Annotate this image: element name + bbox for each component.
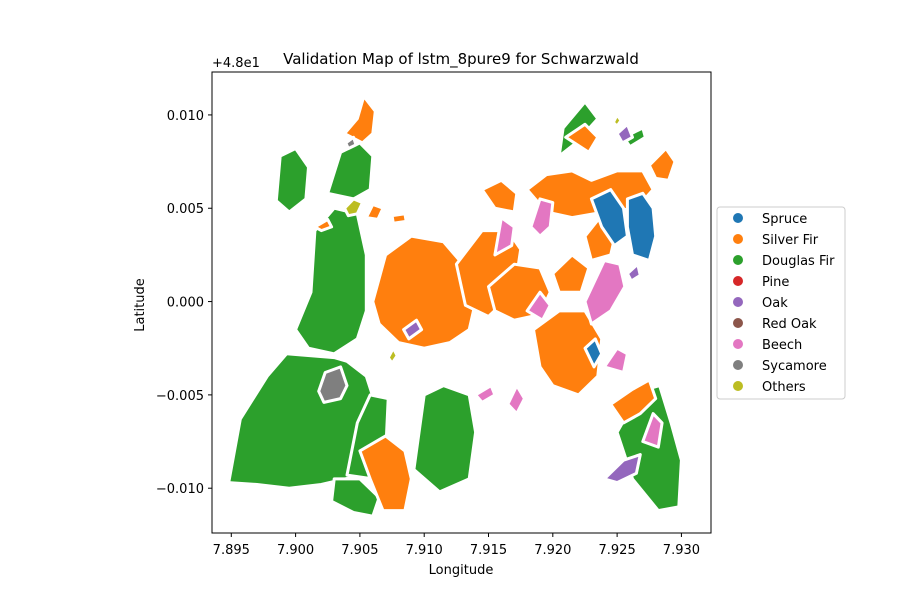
legend-marker-douglas-fir (733, 255, 743, 265)
parcel-silver-fir (551, 253, 591, 294)
parcel-silver-fir (364, 203, 385, 221)
parcel-beech (493, 216, 516, 257)
parcel-beech (525, 290, 552, 322)
legend-marker-sycamore (733, 360, 743, 370)
plot-area (211, 71, 712, 534)
parcel-douglas-fir (412, 384, 478, 494)
parcel-sycamore (344, 135, 358, 150)
parcel-beech (583, 259, 627, 326)
y-tick-label: 0.000 (167, 296, 204, 311)
parcel-beech (474, 384, 497, 404)
y-tick-label: −0.010 (156, 482, 204, 497)
parcel-spruce (583, 337, 604, 369)
x-tick-label: 7.920 (534, 543, 571, 558)
y-tick-label: 0.005 (167, 202, 204, 217)
x-axis-ticks: 7.895 7.900 7.905 7.910 7.915 7.920 7.925 7.930 (213, 533, 700, 558)
y-tick-label: 0.010 (167, 109, 204, 124)
x-axis-label: Longitude (429, 563, 494, 578)
legend-label-sycamore: Sycamore (762, 359, 827, 374)
legend-marker-others (733, 381, 743, 391)
x-tick-label: 7.910 (406, 543, 443, 558)
x-tick-label: 7.905 (341, 543, 378, 558)
y-axis-ticks: −0.010 −0.005 0.000 0.005 0.010 (156, 109, 212, 497)
x-tick-label: 7.900 (277, 543, 314, 558)
y-offset-label: +4.8e1 (212, 56, 260, 71)
parcel-silver-fir (313, 217, 334, 233)
parcel-douglas-fir (294, 206, 368, 356)
parcel-spruce (589, 188, 629, 248)
parcel-oak (615, 122, 634, 145)
parcel-others (611, 113, 623, 128)
parcel-beech (506, 384, 526, 416)
x-tick-label: 7.930 (663, 543, 700, 558)
x-tick-label: 7.895 (213, 543, 250, 558)
parcel-beech (602, 346, 629, 374)
parcel-silver-fir (532, 309, 604, 397)
parcel-silver-fir (609, 378, 658, 425)
y-tick-label: −0.005 (156, 389, 204, 404)
legend-marker-beech (733, 339, 743, 349)
legend-label-silver-fir: Silver Fir (762, 233, 819, 248)
parcel-beech (529, 197, 555, 238)
parcel-silver-fir (371, 234, 478, 350)
parcel-spruce (625, 191, 658, 262)
forest-parcels (227, 94, 683, 518)
parcel-douglas-fir (330, 477, 381, 518)
legend-box (716, 206, 846, 400)
legend-marker-oak (733, 297, 743, 307)
legend-label-red-oak: Red Oak (762, 317, 817, 332)
parcel-others (386, 346, 399, 365)
parcel-oak (402, 318, 424, 341)
parcel-silver-fir (647, 147, 677, 182)
parcel-silver-fir (390, 212, 408, 225)
parcel-silver-fir (358, 434, 413, 513)
chart-title: Validation Map of lstm_8pure9 for Schwar… (283, 50, 639, 69)
x-tick-label: 7.925 (599, 543, 636, 558)
x-tick-label: 7.915 (470, 543, 507, 558)
parcel-oak (625, 262, 642, 283)
parcel-sycamore (317, 365, 349, 404)
parcel-silver-fir (480, 178, 519, 214)
legend-marker-spruce (733, 213, 743, 223)
parcel-silver-fir (343, 94, 377, 145)
legend-label-spruce: Spruce (762, 212, 807, 227)
legend-label-others: Others (762, 380, 806, 395)
legend-marker-pine (733, 276, 743, 286)
parcel-douglas-fir (274, 147, 310, 214)
parcel-douglas-fir (622, 126, 647, 149)
legend-label-douglas-fir: Douglas Fir (762, 254, 835, 269)
parcel-beech (641, 412, 664, 449)
legend-marker-silver-fir (733, 234, 743, 244)
legend: Spruce Silver Fir Douglas Fir Pine Oak Red Oa… (716, 206, 846, 400)
legend-label-pine: Pine (762, 275, 789, 290)
legend-label-oak: Oak (762, 296, 788, 311)
legend-label-beech: Beech (762, 338, 802, 353)
y-axis-label: Latitude (133, 278, 148, 332)
parcel-oak (602, 453, 642, 485)
legend-marker-red-oak (733, 318, 743, 328)
legend-items: Spruce Silver Fir Douglas Fir Pine Oak Red Oa… (733, 212, 835, 395)
parcel-others (343, 197, 364, 218)
parcel-silver-fir (564, 122, 600, 154)
plot-frame (211, 71, 712, 534)
